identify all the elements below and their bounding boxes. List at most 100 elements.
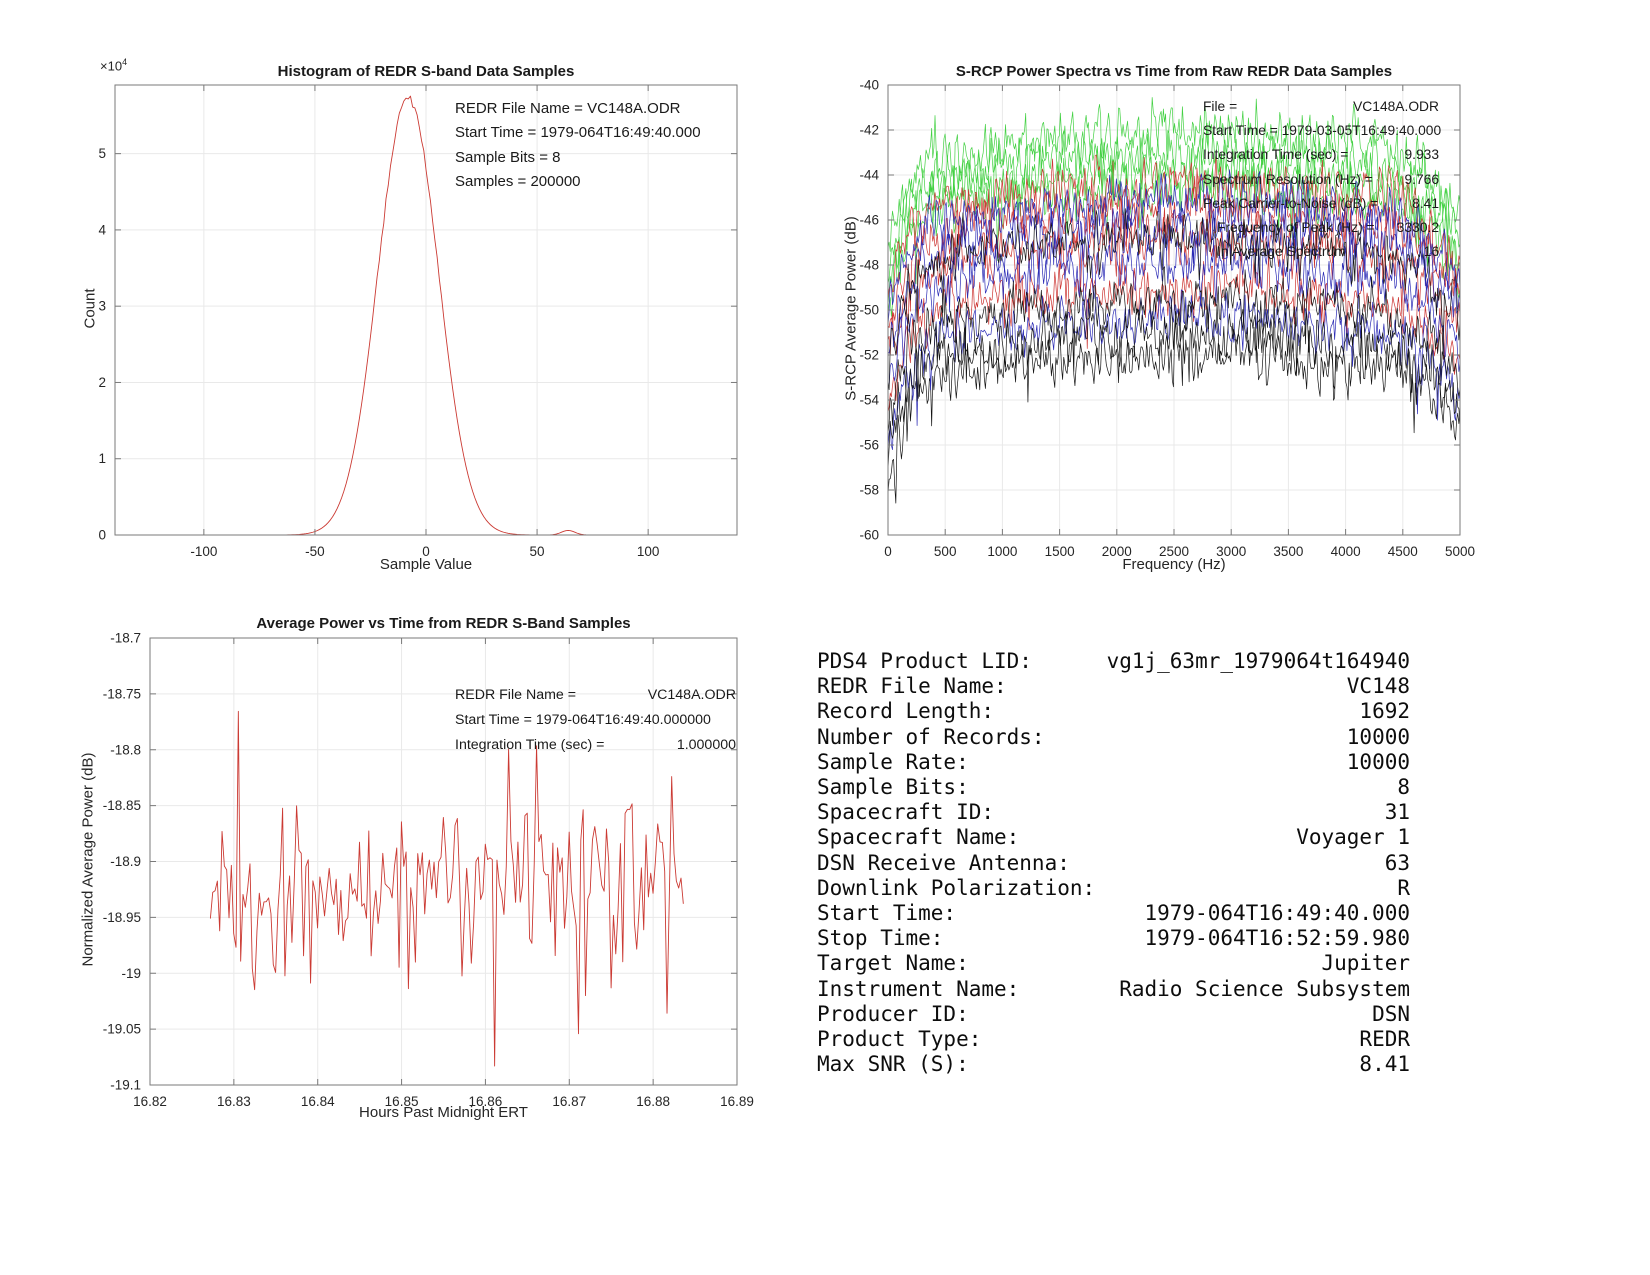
info-table-row: PDS4 Product LID: vg1j_63mr_1979064t16494… [817, 649, 1410, 674]
tick-label: -19.1 [110, 1078, 141, 1093]
tick-label: 3000 [1216, 544, 1246, 559]
info-label: Target Name: [817, 951, 969, 976]
histogram-curve [234, 95, 586, 536]
tick-label: -56 [859, 438, 879, 453]
info-label: Spacecraft Name: [817, 825, 1020, 850]
tick-label: 100 [637, 544, 660, 559]
spectrum-9-curve [887, 266, 1461, 434]
tick-label: -44 [859, 168, 879, 183]
tick-label: 3 [98, 299, 106, 314]
tick-label: 0 [884, 544, 892, 559]
info-table-row: Max SNR (S): 8.41 [817, 1052, 1410, 1077]
tick-label: -50 [305, 544, 325, 559]
tick-label: -54 [859, 393, 879, 408]
info-value: Voyager 1 [1296, 825, 1410, 850]
tick-label: 5000 [1445, 544, 1475, 559]
tick-label: -40 [859, 78, 879, 93]
tick-label: -18.85 [103, 798, 141, 813]
info-table-row: Start Time: 1979-064T16:49:40.000 [817, 901, 1410, 926]
spectrum-2-curve [887, 249, 1461, 413]
tick-label: 16.87 [552, 1094, 586, 1109]
tick-label: -58 [859, 483, 879, 498]
info-value: DSN [1372, 1001, 1410, 1026]
tick-label: 2 [98, 375, 106, 390]
info-label: Spacecraft ID: [817, 800, 995, 825]
info-value: Radio Science Subsystem [1119, 976, 1410, 1001]
info-value: 63 [1384, 850, 1410, 875]
info-label: Sample Rate: [817, 749, 969, 774]
info-table-row: Record Length: 1692 [817, 699, 1410, 724]
tick-label: -18.75 [103, 686, 141, 701]
tick-label: -60 [859, 528, 879, 543]
info-value: vg1j_63mr_1979064t164940 [1106, 649, 1410, 673]
spectrum-1-curve [887, 320, 1461, 504]
tick-label: 5 [98, 146, 106, 161]
tick-label: 16.84 [301, 1094, 335, 1109]
tick-label: -50 [859, 303, 879, 318]
info-label: Sample Bits: [817, 775, 969, 800]
histogram-plot: -100 -50 0 50 100 0 1 2 3 4 5 [98, 84, 738, 559]
tick-label: -19 [121, 966, 141, 981]
info-label: Instrument Name: [817, 976, 1020, 1001]
tick-label: 16.89 [720, 1094, 754, 1109]
info-table-row: DSN Receive Antenna: 63 [817, 851, 1410, 876]
info-table-row: Producer ID: DSN [817, 1002, 1410, 1027]
info-label: Producer ID: [817, 1001, 969, 1026]
info-label: REDR File Name: [817, 674, 1007, 699]
tick-label: 16.88 [636, 1094, 670, 1109]
tick-label: 4 [98, 222, 106, 237]
spectrum-4-curve [887, 156, 1461, 317]
info-label: DSN Receive Antenna: [817, 850, 1070, 875]
info-value: VC148 [1346, 674, 1410, 699]
tick-label: -18.7 [110, 631, 141, 646]
info-value: REDR [1359, 1027, 1410, 1052]
tick-label: 4000 [1331, 544, 1361, 559]
tick-label: 0 [98, 528, 106, 543]
tick-label: 2500 [1159, 544, 1189, 559]
tick-label: 1500 [1045, 544, 1075, 559]
avg-power-curve [209, 710, 684, 1067]
info-value: R [1397, 875, 1410, 900]
avg-power-plot: 16.82 16.83 16.84 16.85 16.86 16.87 16.88 16.89… [103, 631, 754, 1110]
info-value: 10000 [1346, 749, 1410, 774]
info-table-row: REDR File Name: VC148 [817, 674, 1410, 699]
info-table-row: Instrument Name: Radio Science Subsystem [817, 977, 1410, 1002]
info-table-row: Target Name: Jupiter [817, 951, 1410, 976]
tick-label: -18.8 [110, 742, 141, 757]
info-value: 1692 [1359, 699, 1410, 724]
info-label: Start Time: [817, 901, 957, 926]
tick-label: 50 [530, 544, 545, 559]
spectrum-16-curve [887, 97, 1461, 252]
spectrum-15-curve [887, 169, 1461, 325]
info-table-row: Number of Records: 10000 [817, 725, 1410, 750]
tick-label: 16.83 [217, 1094, 251, 1109]
info-label: PDS4 Product LID: [817, 649, 1032, 673]
info-value: 8.41 [1359, 1052, 1410, 1077]
info-label: Number of Records: [817, 724, 1045, 749]
tick-label: -18.9 [110, 854, 141, 869]
info-table-row: Spacecraft Name: Voyager 1 [817, 825, 1410, 850]
info-table-row: Sample Rate: 10000 [817, 750, 1410, 775]
tick-label: -52 [859, 348, 879, 363]
info-value: 10000 [1346, 724, 1410, 749]
tick-label: 1000 [987, 544, 1017, 559]
spectrum-5-curve [887, 288, 1461, 470]
tick-label: -18.95 [103, 910, 141, 925]
info-label: Downlink Polarization: [817, 875, 1096, 900]
tick-label: -42 [859, 123, 879, 138]
tick-label: -48 [859, 258, 879, 273]
info-table-row: Stop Time: 1979-064T16:52:59.980 [817, 926, 1410, 951]
info-table-row: Spacecraft ID: 31 [817, 800, 1410, 825]
info-label: Product Type: [817, 1027, 982, 1052]
info-value: 1979-064T16:52:59.980 [1144, 926, 1410, 951]
info-panel: PDS4 Product LID: vg1j_63mr_1979064t16494… [817, 649, 1410, 1077]
tick-label: 1 [98, 451, 106, 466]
info-label: Record Length: [817, 699, 995, 724]
tick-label: -19.05 [103, 1022, 141, 1037]
tick-label: 3500 [1273, 544, 1303, 559]
tick-label: -46 [859, 213, 879, 228]
tick-label: 500 [934, 544, 957, 559]
info-value: Jupiter [1321, 951, 1410, 976]
